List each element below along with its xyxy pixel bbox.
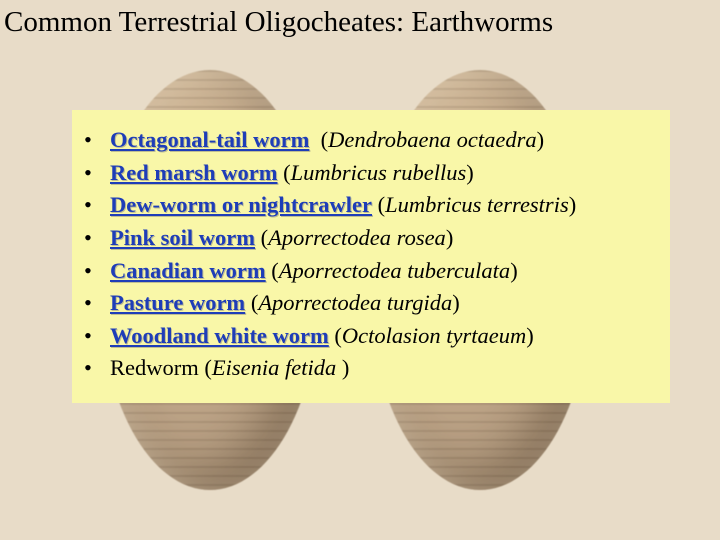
page-title: Common Terrestrial Oligocheates: Earthwo…: [0, 0, 720, 39]
species-link[interactable]: Canadian worm: [110, 258, 266, 283]
scientific-name: Aporrectodea rosea: [268, 225, 446, 250]
species-link[interactable]: Dew-worm or nightcrawler: [110, 192, 372, 217]
species-name: Redworm: [110, 355, 199, 380]
bullet-icon: •: [84, 189, 110, 222]
bullet-icon: •: [84, 352, 110, 385]
list-item: • Red marsh worm (Lumbricus rubellus): [84, 157, 658, 190]
bullet-icon: •: [84, 320, 110, 353]
list-item: • Redworm (Eisenia fetida ): [84, 352, 658, 385]
scientific-name: Eisenia fetida: [212, 355, 342, 380]
list-item: • Woodland white worm (Octolasion tyrtae…: [84, 320, 658, 353]
scientific-name: Lumbricus rubellus: [291, 160, 467, 185]
species-link[interactable]: Woodland white worm: [110, 323, 329, 348]
bullet-icon: •: [84, 157, 110, 190]
bullet-icon: •: [84, 287, 110, 320]
scientific-name: Dendrobaena octaedra: [328, 127, 537, 152]
species-list: • Octagonal-tail worm (Dendrobaena octae…: [84, 124, 658, 385]
list-item: • Dew-worm or nightcrawler (Lumbricus te…: [84, 189, 658, 222]
list-item: • Pasture worm (Aporrectodea turgida): [84, 287, 658, 320]
list-item: • Pink soil worm (Aporrectodea rosea): [84, 222, 658, 255]
bullet-icon: •: [84, 222, 110, 255]
list-item: • Canadian worm (Aporrectodea tuberculat…: [84, 255, 658, 288]
species-link[interactable]: Octagonal-tail worm: [110, 127, 309, 152]
species-link[interactable]: Red marsh worm: [110, 160, 277, 185]
scientific-name: Octolasion tyrtaeum: [342, 323, 526, 348]
list-item: • Octagonal-tail worm (Dendrobaena octae…: [84, 124, 658, 157]
scientific-name: Lumbricus terrestris: [385, 192, 569, 217]
bullet-icon: •: [84, 124, 110, 157]
species-link[interactable]: Pasture worm: [110, 290, 245, 315]
species-link[interactable]: Pink soil worm: [110, 225, 255, 250]
scientific-name: Aporrectodea tuberculata: [279, 258, 510, 283]
content-box: • Octagonal-tail worm (Dendrobaena octae…: [72, 110, 670, 403]
scientific-name: Aporrectodea turgida: [258, 290, 452, 315]
bullet-icon: •: [84, 255, 110, 288]
